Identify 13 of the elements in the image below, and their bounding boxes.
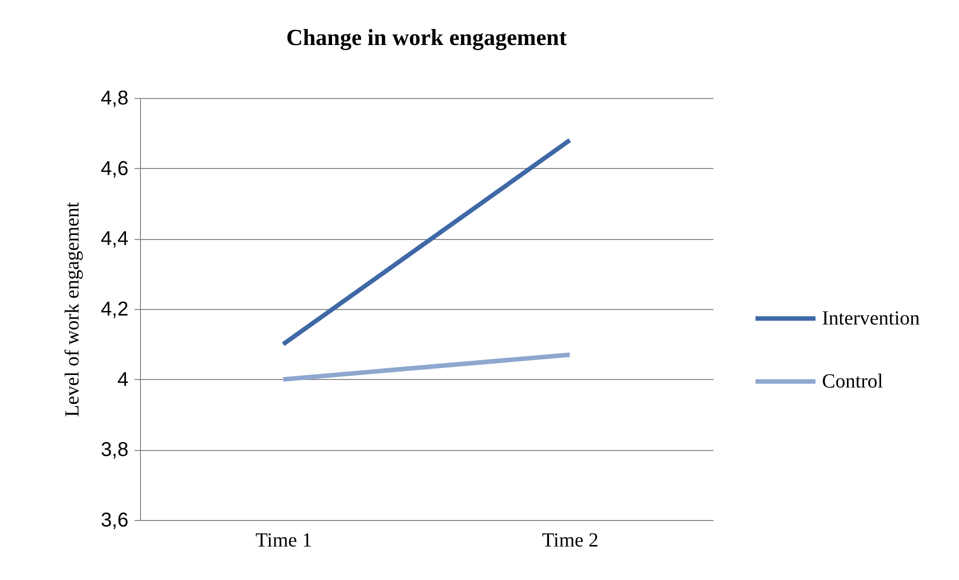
- legend-label: Intervention: [822, 308, 920, 330]
- y-tick-label: 3,6: [100, 510, 128, 532]
- y-tick-label: 4: [117, 368, 128, 391]
- y-tick-label: 4,6: [100, 158, 128, 180]
- y-tick-label: 3,8: [100, 439, 128, 462]
- y-tick-label: 4,2: [100, 298, 128, 320]
- x-tick-label: Time 1: [255, 530, 312, 552]
- y-tick-label: 4,8: [100, 88, 128, 110]
- y-axis-title: Level of work engagement: [62, 202, 84, 417]
- chart-title: Change in work engagement: [286, 25, 568, 51]
- legend-label: Control: [822, 370, 884, 392]
- x-tick-label: Time 2: [542, 530, 599, 552]
- y-tick-label: 4,4: [100, 228, 128, 250]
